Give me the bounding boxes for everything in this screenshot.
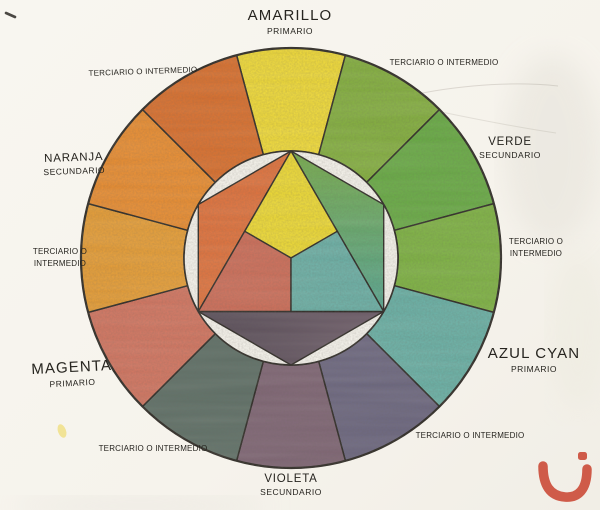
label-naranja: NARANJA SECUNDARIO [43,150,106,178]
color-role: PRIMARIO [510,363,558,374]
terciario-text-line2: INTERMEDIO [509,248,563,258]
smile-logo-curve [538,461,592,502]
terciario-text-line2: INTERMEDIO [33,258,87,268]
smudge [504,55,600,245]
streak-overlay [81,48,501,468]
label-terciario-bottom-left: TERCIARIO O INTERMEDIO [99,443,208,455]
label-amarillo: AMARILLO PRIMARIO [248,6,333,37]
pencil-texture [81,48,501,468]
terciario-text: TERCIARIO O INTERMEDIO [415,431,525,440]
color-role: PRIMARIO [266,25,314,36]
terciario-text: TERCIARIO O INTERMEDIO [98,444,208,453]
color-role: SECUNDARIO [260,486,322,497]
color-name: VERDE [488,136,532,148]
color-role: SECUNDARIO [479,149,541,160]
color-role: SECUNDARIO [43,164,106,178]
wheel-group [79,46,503,470]
label-violeta: VIOLETA SECUNDARIO [260,472,322,498]
scan-smudges [10,55,600,510]
color-name: AZUL CYAN [487,345,581,362]
label-magenta: MAGENTA PRIMARIO [31,356,113,391]
smudge [550,250,600,410]
pencil-line [431,109,557,134]
color-name: AMARILLO [247,7,333,24]
label-terciario-right: TERCIARIO O INTERMEDIO [509,236,563,259]
smudge [10,497,270,510]
label-terciario-top-right: TERCIARIO O INTERMEDIO [390,57,499,69]
terciario-text: TERCIARIO O INTERMEDIO [389,58,499,67]
smile-logo-icon [538,452,592,502]
label-terciario-left: TERCIARIO O INTERMEDIO [33,246,87,269]
terciario-text-line1: TERCIARIO O [32,247,88,256]
ink-dash [4,11,17,19]
color-name: VIOLETA [264,473,318,485]
label-verde: VERDE SECUNDARIO [479,135,541,161]
terciario-text-line1: TERCIARIO O [508,237,564,246]
smile-logo-dot [578,452,587,460]
yellow-smudge [57,424,67,438]
label-azul-cyan: AZUL CYAN PRIMARIO [488,344,580,375]
label-terciario-bottom-right: TERCIARIO O INTERMEDIO [416,430,525,442]
